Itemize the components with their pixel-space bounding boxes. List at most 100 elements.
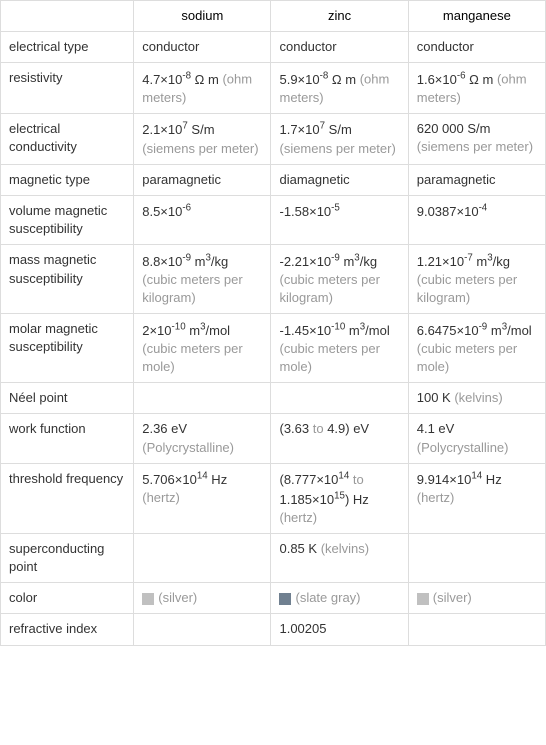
value-cell: 8.5×10-6 (134, 195, 271, 244)
value-cell: 2.36 eV (Polycrystalline) (134, 414, 271, 463)
value-main: conductor (142, 39, 199, 54)
table-row: volume magnetic susceptibility 8.5×10-6 -1… (1, 195, 546, 244)
color-swatch (142, 593, 154, 605)
value-cell: conductor (134, 32, 271, 63)
value-cell: 5.706×1014 Hz (hertz) (134, 463, 271, 533)
value-cell: 1.00205 (271, 614, 408, 645)
value-unit: (hertz) (279, 510, 317, 525)
value-unit: (Polycrystalline) (142, 440, 234, 455)
value-cell (408, 533, 545, 582)
value-cell: 9.914×1014 Hz (hertz) (408, 463, 545, 533)
table-row: superconducting point 0.85 K (kelvins) (1, 533, 546, 582)
header-blank (1, 1, 134, 32)
value-main: 9.914×1014 Hz (417, 472, 502, 487)
property-cell: electrical type (1, 32, 134, 63)
value-cell: -1.45×10-10 m3/mol (cubic meters per mol… (271, 314, 408, 383)
value-cell: (3.63 to 4.9) eV (271, 414, 408, 463)
table-row: molar magnetic susceptibility2×10-10 m3/… (1, 314, 546, 383)
value-unit: (hertz) (417, 490, 455, 505)
value-unit: (cubic meters per kilogram) (142, 272, 242, 305)
color-swatch (417, 593, 429, 605)
table-row: Néel point 100 K (kelvins) (1, 383, 546, 414)
value-main: 1.6×10-6 Ω m (417, 72, 494, 87)
value-main: -1.58×10-5 (279, 204, 339, 219)
value-main: -1.45×10-10 m3/mol (279, 323, 389, 338)
value-cell: 8.8×10-9 m3/kg (cubic meters per kilogra… (134, 245, 271, 314)
value-main: -2.21×10-9 m3/kg (279, 254, 377, 269)
value-unit: (kelvins) (321, 541, 369, 556)
value-main: 8.8×10-9 m3/kg (142, 254, 228, 269)
property-cell: color (1, 583, 134, 614)
value-main: paramagnetic (417, 172, 496, 187)
property-cell: resistivity (1, 63, 134, 114)
value-unit: (siemens per meter) (417, 139, 533, 154)
value-unit: (cubic meters per kilogram) (279, 272, 379, 305)
value-main: 1.7×107 S/m (279, 122, 351, 137)
value-main: 0.85 K (279, 541, 317, 556)
property-cell: magnetic type (1, 164, 134, 195)
value-main: 4.7×10-8 Ω m (142, 72, 219, 87)
value-cell: 4.7×10-8 Ω m (ohm meters) (134, 63, 271, 114)
header-zinc: zinc (271, 1, 408, 32)
property-cell: superconducting point (1, 533, 134, 582)
value-main: 5.706×1014 Hz (142, 472, 227, 487)
property-cell: threshold frequency (1, 463, 134, 533)
value-main: 2×10-10 m3/mol (142, 323, 230, 338)
value-unit: (slate gray) (295, 590, 360, 605)
value-cell (408, 614, 545, 645)
value-cell: (slate gray) (271, 583, 408, 614)
value-unit: (hertz) (142, 490, 180, 505)
property-cell: molar magnetic susceptibility (1, 314, 134, 383)
table-row: electrical conductivity2.1×107 S/m (siem… (1, 114, 546, 165)
value-unit: (siemens per meter) (279, 141, 395, 156)
value-cell: (silver) (408, 583, 545, 614)
property-cell: refractive index (1, 614, 134, 645)
value-cell: 6.6475×10-9 m3/mol (cubic meters per mol… (408, 314, 545, 383)
value-cell: 9.0387×10-4 (408, 195, 545, 244)
value-cell: paramagnetic (408, 164, 545, 195)
value-cell: 5.9×10-8 Ω m (ohm meters) (271, 63, 408, 114)
value-cell: conductor (408, 32, 545, 63)
value-cell: 1.21×10-7 m3/kg (cubic meters per kilogr… (408, 245, 545, 314)
color-swatch (279, 593, 291, 605)
value-main: 2.1×107 S/m (142, 122, 214, 137)
value-cell: -2.21×10-9 m3/kg (cubic meters per kilog… (271, 245, 408, 314)
value-unit: (cubic meters per mole) (417, 341, 517, 374)
property-cell: volume magnetic susceptibility (1, 195, 134, 244)
value-cell: diamagnetic (271, 164, 408, 195)
value-cell: 620 000 S/m (siemens per meter) (408, 114, 545, 165)
value-cell: (8.777×1014 to 1.185×1015) Hz (hertz) (271, 463, 408, 533)
value-cell: 100 K (kelvins) (408, 383, 545, 414)
value-main: 9.0387×10-4 (417, 204, 488, 219)
value-main: 2.36 eV (142, 421, 187, 436)
value-cell: conductor (271, 32, 408, 63)
table-body: electrical type conductor conductor conduct… (1, 32, 546, 645)
value-cell: (silver) (134, 583, 271, 614)
value-main: 1.00205 (279, 621, 326, 636)
header-row: sodium zinc manganese (1, 1, 546, 32)
header-sodium: sodium (134, 1, 271, 32)
value-unit: (cubic meters per kilogram) (417, 272, 517, 305)
value-cell (134, 383, 271, 414)
table-row: magnetic typeparamagneticdiamagneticpara… (1, 164, 546, 195)
value-unit: (Polycrystalline) (417, 440, 509, 455)
value-main: 5.9×10-8 Ω m (279, 72, 356, 87)
property-cell: electrical conductivity (1, 114, 134, 165)
value-main: (8.777×1014 to 1.185×1015) Hz (279, 472, 368, 507)
property-cell: Néel point (1, 383, 134, 414)
value-main: 4.1 eV (417, 421, 455, 436)
value-main: conductor (417, 39, 474, 54)
value-cell: paramagnetic (134, 164, 271, 195)
value-unit: (silver) (158, 590, 197, 605)
value-cell: 2.1×107 S/m (siemens per meter) (134, 114, 271, 165)
value-cell: 1.6×10-6 Ω m (ohm meters) (408, 63, 545, 114)
value-cell: 2×10-10 m3/mol (cubic meters per mole) (134, 314, 271, 383)
value-main: 8.5×10-6 (142, 204, 191, 219)
value-unit: (silver) (433, 590, 472, 605)
value-cell: -1.58×10-5 (271, 195, 408, 244)
value-unit: (siemens per meter) (142, 141, 258, 156)
value-cell: 0.85 K (kelvins) (271, 533, 408, 582)
value-cell (134, 533, 271, 582)
value-main: 100 K (417, 390, 451, 405)
table-row: electrical type conductor conductor conduct… (1, 32, 546, 63)
